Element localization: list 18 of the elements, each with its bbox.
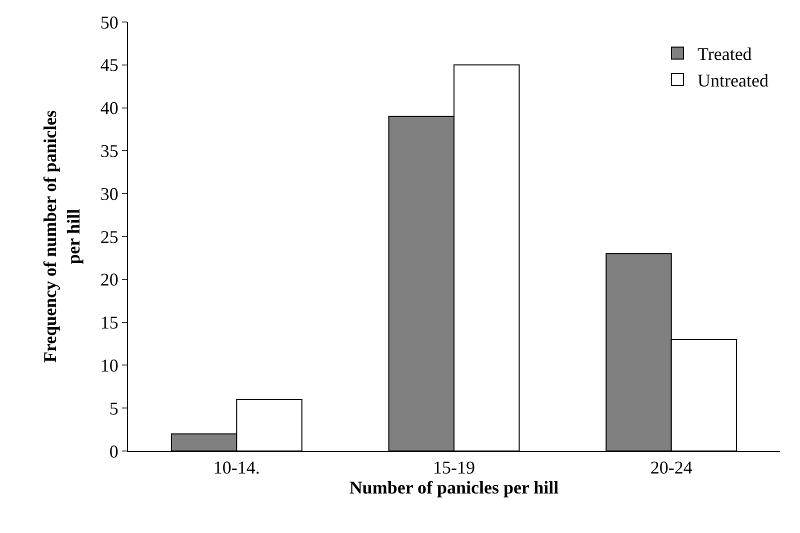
y-tick-label: 10 <box>100 356 118 376</box>
x-tick-label: 15-19 <box>433 458 475 478</box>
y-tick-label: 35 <box>100 141 118 161</box>
legend-label: Treated <box>697 44 752 64</box>
y-tick-label: 50 <box>100 12 118 32</box>
x-axis-title: Number of panicles per hill <box>349 478 559 498</box>
y-axis-title: Frequency of number of panicles per hill <box>40 110 84 363</box>
y-tick-label: 25 <box>100 226 118 247</box>
x-tick-label: 20-24 <box>650 458 692 478</box>
legend-label: Untreated <box>697 70 768 90</box>
y-tick-label: 5 <box>109 398 118 418</box>
x-tick-label: 10-14. <box>213 458 260 478</box>
y-tick-label: 15 <box>100 312 118 333</box>
y-tick-label: 45 <box>100 55 118 76</box>
y-tick-label: 0 <box>109 441 118 462</box>
y-tick-label: 40 <box>100 98 118 118</box>
y-tick-label: 20 <box>100 270 118 290</box>
y-tick-label: 30 <box>100 184 118 204</box>
